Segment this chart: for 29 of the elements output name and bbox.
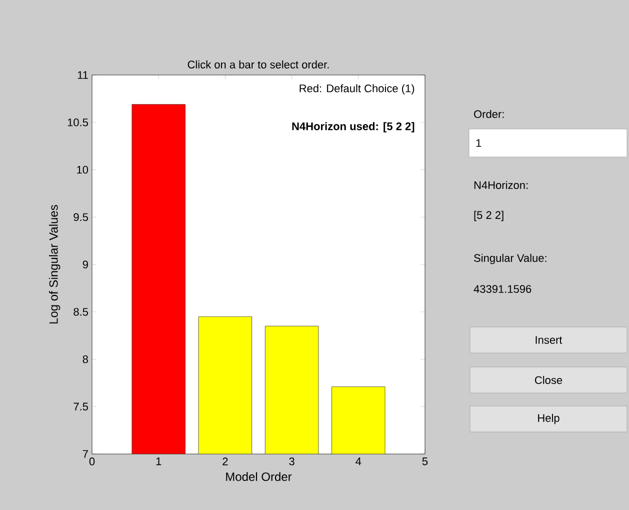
text: 43391.1596 [474,285,532,293]
x-tick-label: 2 [222,458,228,466]
x-tick-label: 4 [356,458,362,466]
y-tick-label: 9.5 [74,213,88,222]
text: Insert [536,336,562,344]
y-tick-label: 11 [78,71,88,79]
y-tick-label: 10 [77,166,88,174]
chart-title: Click on a bar to select order. [188,60,329,68]
text: N4Horizon: [474,180,528,190]
text: 1 [476,139,482,147]
x-tick-label: 3 [289,458,294,466]
y-axis-title: Log of Singular Values [49,205,60,324]
y-tick-label: 8 [82,355,88,364]
text: Close [535,376,562,384]
x-axis-title: Model Order [226,472,292,481]
y-tick-label: 9 [82,260,88,268]
annotation: Red: Default Choice (1) [300,84,414,94]
text: [5 2 2] [474,210,504,222]
x-tick-label: 5 [422,458,428,466]
x-tick-label: 0 [89,458,95,466]
text: Help [538,414,560,424]
x-tick-label: 1 [156,458,162,466]
annotation: N4Horizon used: [5 2 2] [292,122,414,132]
text: Singular Value: [474,254,546,264]
text: Order: [474,110,504,118]
y-tick-label: 8.5 [74,308,88,316]
y-tick-label: 7 [82,450,88,458]
y-tick-label: 7.5 [74,402,88,410]
y-tick-label: 10.5 [68,118,88,126]
